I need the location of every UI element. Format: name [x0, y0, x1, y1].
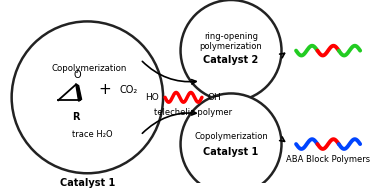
- Text: Catalyst 2: Catalyst 2: [203, 55, 259, 65]
- Text: OH: OH: [208, 93, 222, 102]
- Text: ring-opening: ring-opening: [204, 33, 258, 42]
- Text: CO₂: CO₂: [119, 85, 137, 95]
- Text: Catalyst 1: Catalyst 1: [203, 147, 259, 157]
- Text: Copolymerization: Copolymerization: [194, 132, 268, 141]
- Text: O: O: [74, 70, 82, 80]
- Text: Copolymerization: Copolymerization: [52, 64, 127, 73]
- Text: ABA Block Polymers: ABA Block Polymers: [286, 155, 370, 164]
- Circle shape: [181, 93, 282, 188]
- Text: telechelic polymer: telechelic polymer: [154, 108, 232, 118]
- Polygon shape: [76, 84, 82, 101]
- Circle shape: [12, 21, 163, 173]
- Text: polymerization: polymerization: [200, 42, 262, 51]
- Text: trace H₂O: trace H₂O: [72, 130, 113, 139]
- Text: Catalyst 1: Catalyst 1: [60, 178, 115, 188]
- Text: HO: HO: [146, 93, 159, 102]
- Circle shape: [181, 0, 282, 101]
- Text: R: R: [72, 112, 79, 122]
- Text: +: +: [98, 82, 111, 97]
